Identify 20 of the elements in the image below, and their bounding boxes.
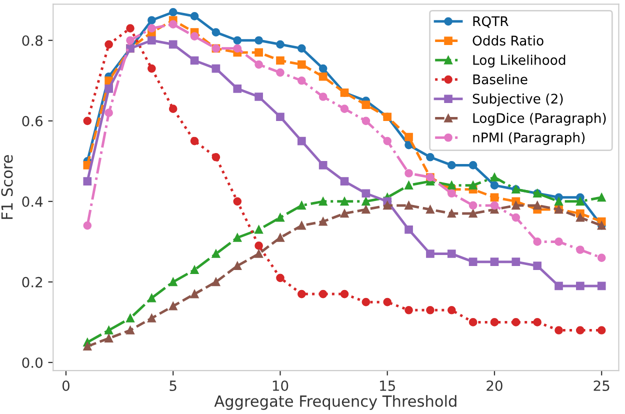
y-axis-title: F1 Score [1, 155, 13, 219]
y-tick-label: 0.2 [22, 276, 42, 288]
legend-label: Baseline [473, 74, 528, 84]
y-tick-label: 0.4 [22, 196, 43, 207]
x-tick-label: 15 [380, 380, 395, 392]
legend-label: LogDice (Paragraph) [473, 112, 606, 126]
legend-label: Subjective (2) [472, 93, 563, 106]
legend-label: RQTR [473, 16, 508, 28]
x-tick-label: 5 [170, 380, 176, 392]
x-tick-label: 0 [62, 380, 70, 392]
legend-label: nPMI (Paragraph) [473, 132, 585, 145]
x-axis-title: Aggregate Frequency Threshold [214, 395, 456, 410]
x-tick-label: 20 [486, 380, 502, 392]
y-tick-label: 0.6 [22, 116, 43, 126]
y-tick-label: 0.0 [22, 357, 42, 368]
y-tick-label: 0.8 [22, 35, 42, 46]
legend-label: Log Likelihood [473, 54, 566, 68]
x-tick-label: 25 [594, 380, 610, 392]
legend-label: Odds Ratio [472, 35, 544, 46]
x-tick-label: 10 [272, 380, 288, 392]
